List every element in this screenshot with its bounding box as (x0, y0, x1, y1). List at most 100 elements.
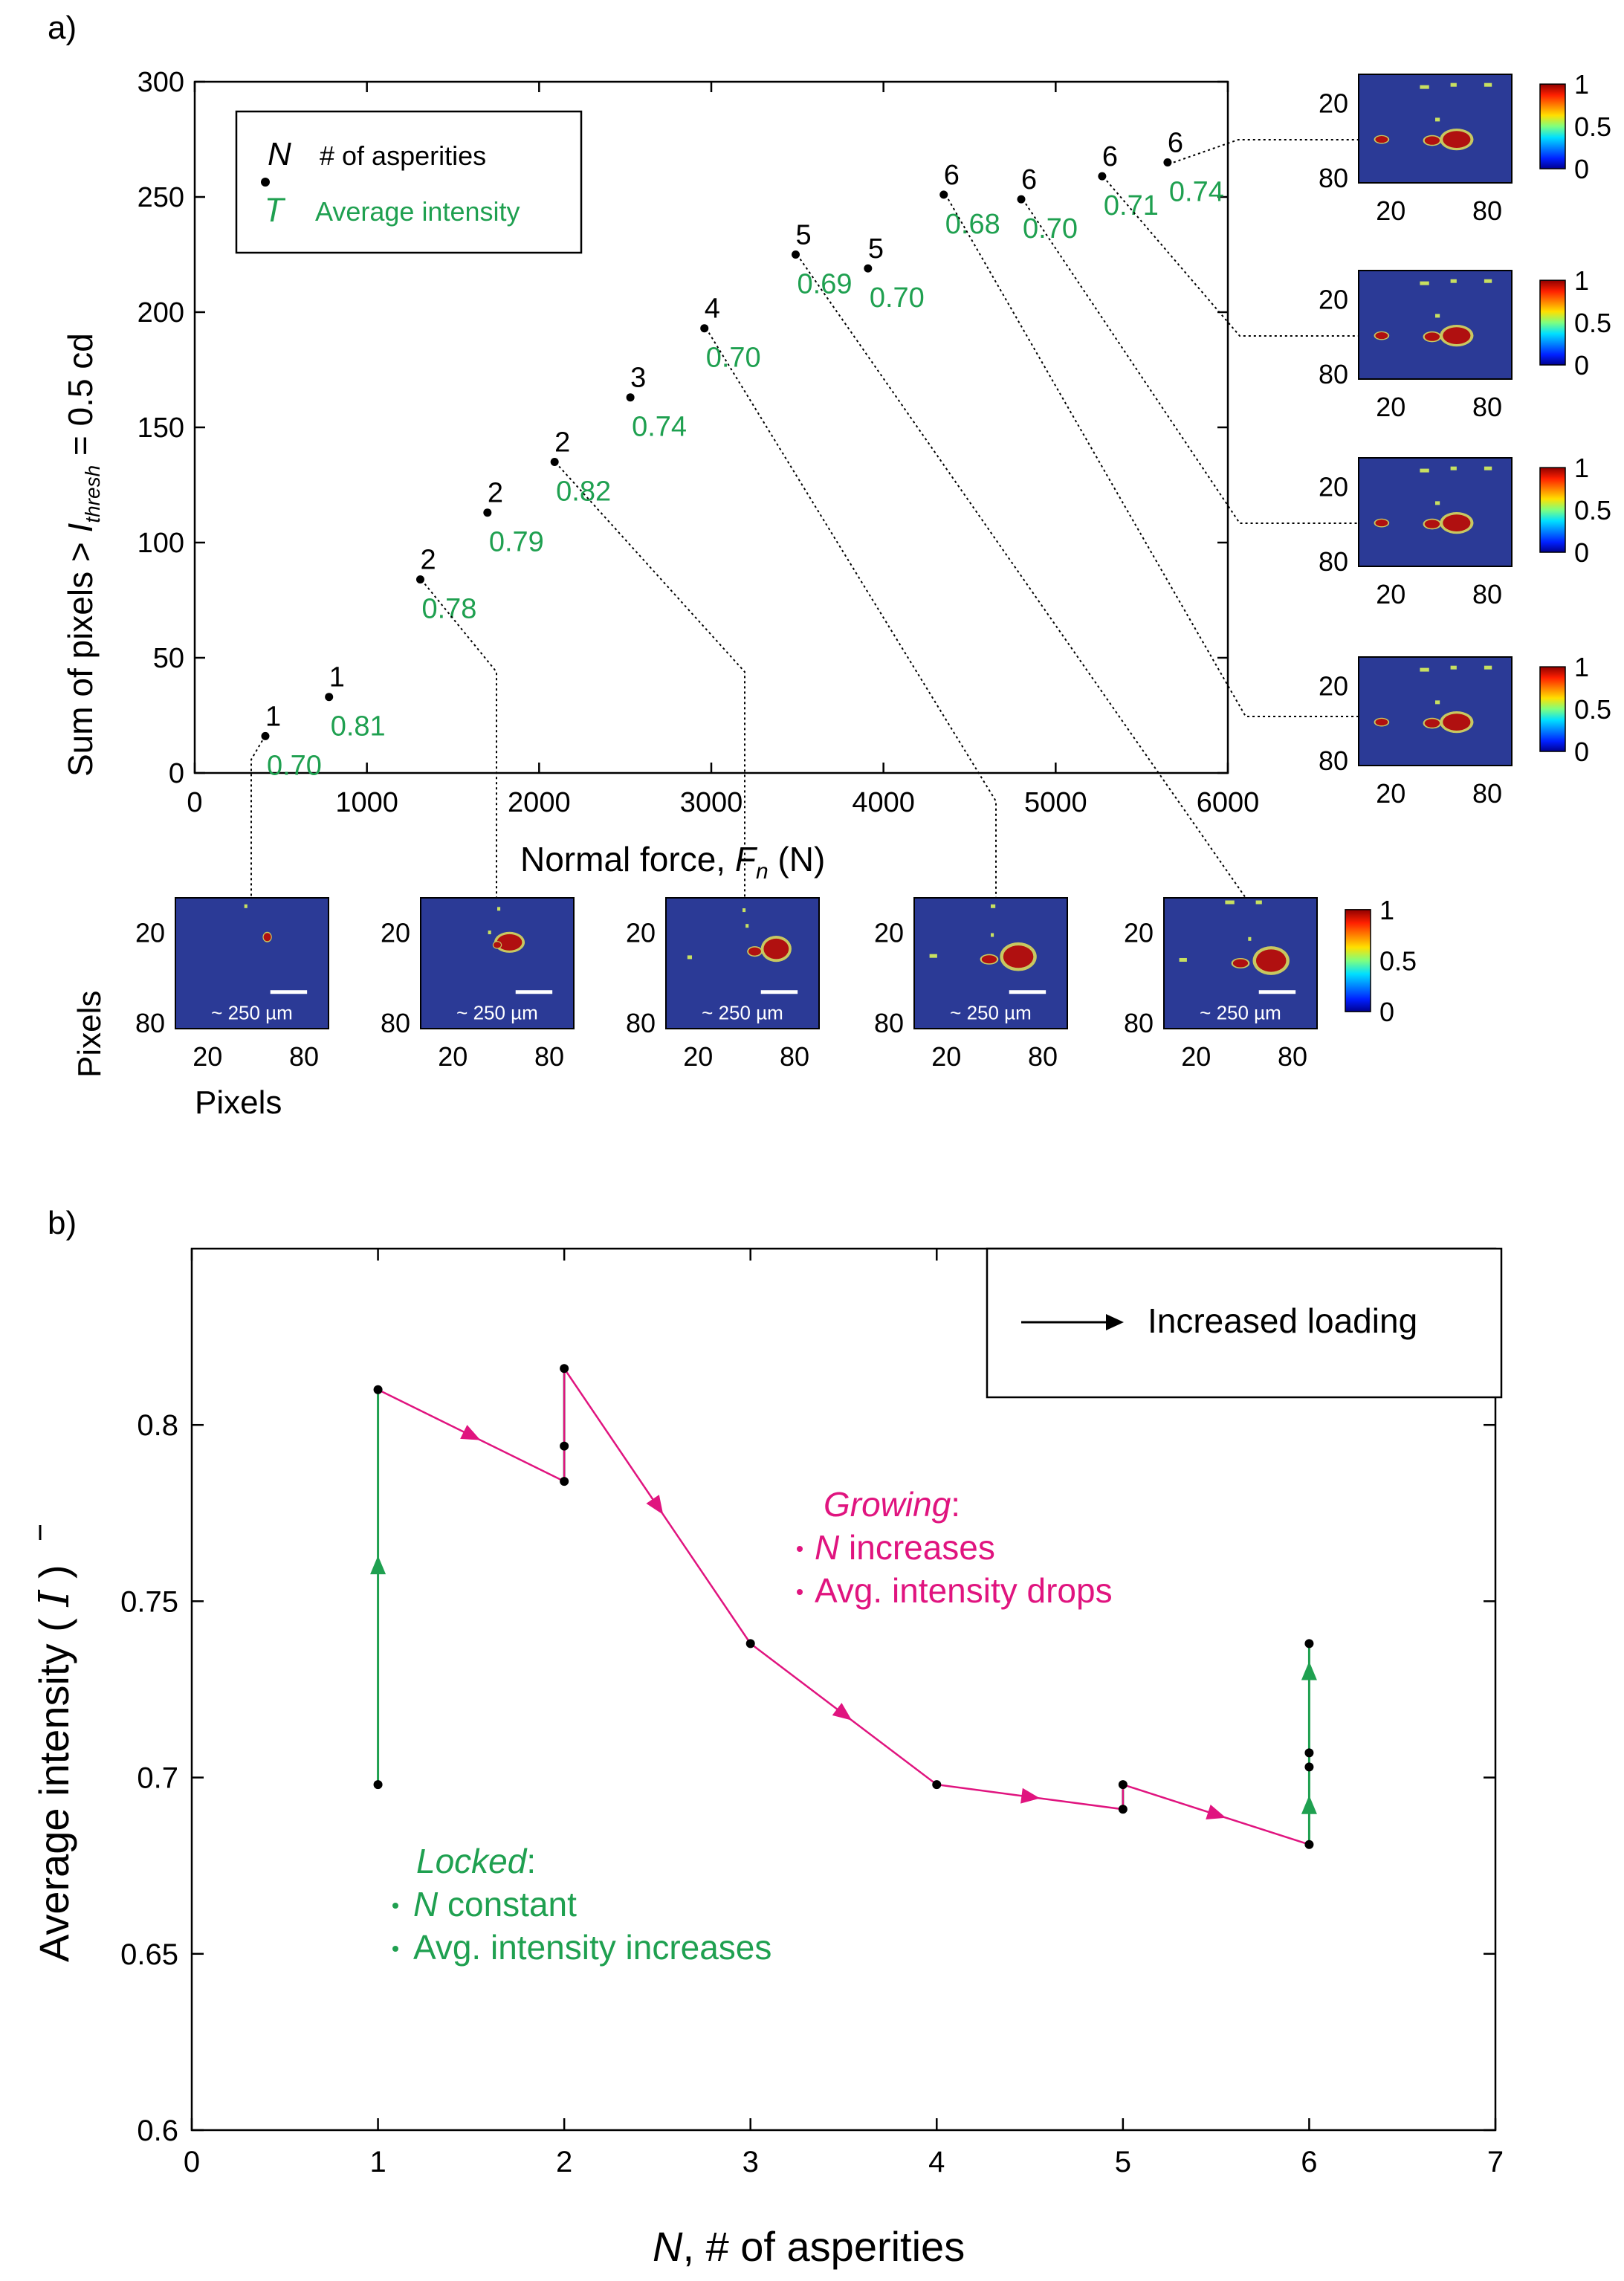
contact-speck (1420, 281, 1429, 285)
inset-ylabel: Pixels (71, 991, 108, 1078)
leader-line (947, 198, 1359, 717)
inset-xtick: 20 (1376, 778, 1405, 809)
colorbar (1345, 909, 1371, 1012)
contact-speck (1248, 936, 1252, 941)
data-point-a (261, 731, 270, 740)
contact-core (763, 938, 789, 960)
point-label-n: 5 (868, 233, 884, 265)
point-label-n: 4 (705, 294, 720, 325)
inset: ~ 250 µm 20 80 20 80 (626, 897, 820, 1072)
colorbar-tick: 1 (1574, 265, 1589, 296)
inset-ytick: 20 (1319, 670, 1348, 701)
contact-speck (1435, 117, 1440, 122)
point-label-n: 2 (488, 478, 503, 509)
locked-bullet-1 (392, 1903, 398, 1909)
panel-a-xlabel: Normal force, Fn (N) (520, 840, 825, 884)
point-label-intensity: 0.74 (632, 412, 687, 443)
growing-item-1: N increases (815, 1528, 995, 1567)
colorbar-tick: 0.5 (1379, 945, 1417, 976)
inset-xtick: 80 (780, 1041, 809, 1072)
y-tick-label-a: 100 (138, 528, 184, 559)
colorbar (1539, 279, 1566, 366)
contact-core (1443, 327, 1471, 344)
inset-ytick: 20 (381, 918, 410, 948)
inset-ytick: 80 (1319, 745, 1348, 776)
scale-bar-label: ~ 250 µm (1200, 1002, 1281, 1024)
data-point-a (415, 575, 424, 584)
growing-item-2: Avg. intensity drops (815, 1571, 1113, 1610)
inset-xtick: 80 (1278, 1041, 1307, 1072)
contact-core (1375, 719, 1388, 726)
legend-n-symbol: N (268, 136, 291, 172)
legend-i-text: Average intensity (315, 196, 520, 227)
inset-xtick: 20 (931, 1041, 961, 1072)
y-tick-label-b: 0.6 (137, 2115, 178, 2147)
contact-speck (1435, 314, 1440, 318)
inset-xtick: 20 (193, 1041, 222, 1072)
contact-speck (1420, 468, 1429, 473)
data-point-a (1163, 158, 1172, 166)
data-point-b (373, 1385, 383, 1394)
colorbar-tick: 0 (1574, 537, 1589, 568)
contact-speck (1450, 279, 1457, 283)
inset-ytick: 20 (1319, 284, 1348, 314)
x-tick-label-b: 4 (928, 2146, 945, 2178)
x-tick-label-a: 5000 (1024, 787, 1087, 818)
contact-speck (929, 954, 937, 958)
leader-line (424, 583, 497, 898)
locked-annotation: Locked: N constant Avg. intensity increa… (392, 1842, 771, 1967)
inset-xtick: 80 (289, 1041, 319, 1072)
inset-ytick: 20 (874, 918, 904, 948)
x-tick-label-b: 1 (369, 2146, 386, 2178)
colorbar-tick: 0.5 (1574, 308, 1611, 338)
leader-line (1025, 203, 1359, 524)
point-label-intensity: 0.78 (421, 594, 476, 625)
leader-line (250, 740, 263, 898)
point-label-intensity: 0.81 (331, 711, 386, 742)
y-tick-label-a: 250 (138, 182, 184, 213)
inset-image (175, 897, 329, 1029)
locked-bullet-2 (392, 1946, 398, 1952)
x-tick-label-a: 2000 (508, 787, 571, 818)
colorbar-tick: 0 (1574, 737, 1589, 767)
contact-speck (1255, 900, 1262, 905)
data-point-b (1118, 1805, 1128, 1814)
inset: ~ 250 µm 20 80 20 80 (381, 897, 575, 1072)
colorbar-tick: 0 (1379, 997, 1394, 1027)
x-tick-label-b: 0 (184, 2146, 200, 2178)
panel-b-ylabel: Average intensity ( I ) (30, 1565, 79, 1962)
contact-core (496, 934, 523, 951)
panel-b-label: b) (48, 1205, 77, 1241)
contact-core (263, 933, 271, 942)
panel-b-axes (190, 1247, 1497, 2132)
leader-line (558, 465, 745, 898)
locked-arrow (1301, 1795, 1317, 1814)
colorbar (1539, 467, 1566, 553)
growing-arrow (1020, 1787, 1041, 1804)
inset-ytick: 80 (874, 1008, 904, 1038)
point-label-intensity: 0.68 (945, 209, 1000, 240)
y-tick-label-b: 0.8 (137, 1409, 178, 1442)
y-tick-label-a: 200 (138, 297, 184, 329)
growing-arrow (1206, 1804, 1226, 1819)
contact-speck (1225, 900, 1235, 905)
y-tick-label-b: 0.7 (137, 1762, 178, 1795)
contact-core (1003, 945, 1034, 968)
contact-speck (1484, 665, 1492, 670)
data-point-a (939, 190, 948, 199)
x-tick-label-a: 3000 (680, 787, 743, 818)
contact-speck (1179, 957, 1187, 962)
data-point-b (373, 1780, 383, 1790)
leader-line (1106, 180, 1359, 337)
colorbar-tick: 1 (1574, 652, 1589, 682)
contact-core (1375, 136, 1388, 143)
legend-n-text: # of asperities (320, 140, 486, 171)
contact-core (1255, 949, 1287, 972)
inset: ~ 250 µm 20 80 20 80 (135, 897, 329, 1072)
contact-speck (1484, 82, 1492, 87)
panel-b-ticks: 0 1 2 3 4 5 6 7 0.6 0.65 0.7 0.75 0.8 (120, 1249, 1504, 2178)
contact-core (981, 955, 997, 964)
locked-title: Locked: (416, 1842, 536, 1880)
inset-ytick: 80 (381, 1008, 410, 1038)
inset-ytick: 20 (1319, 471, 1348, 502)
